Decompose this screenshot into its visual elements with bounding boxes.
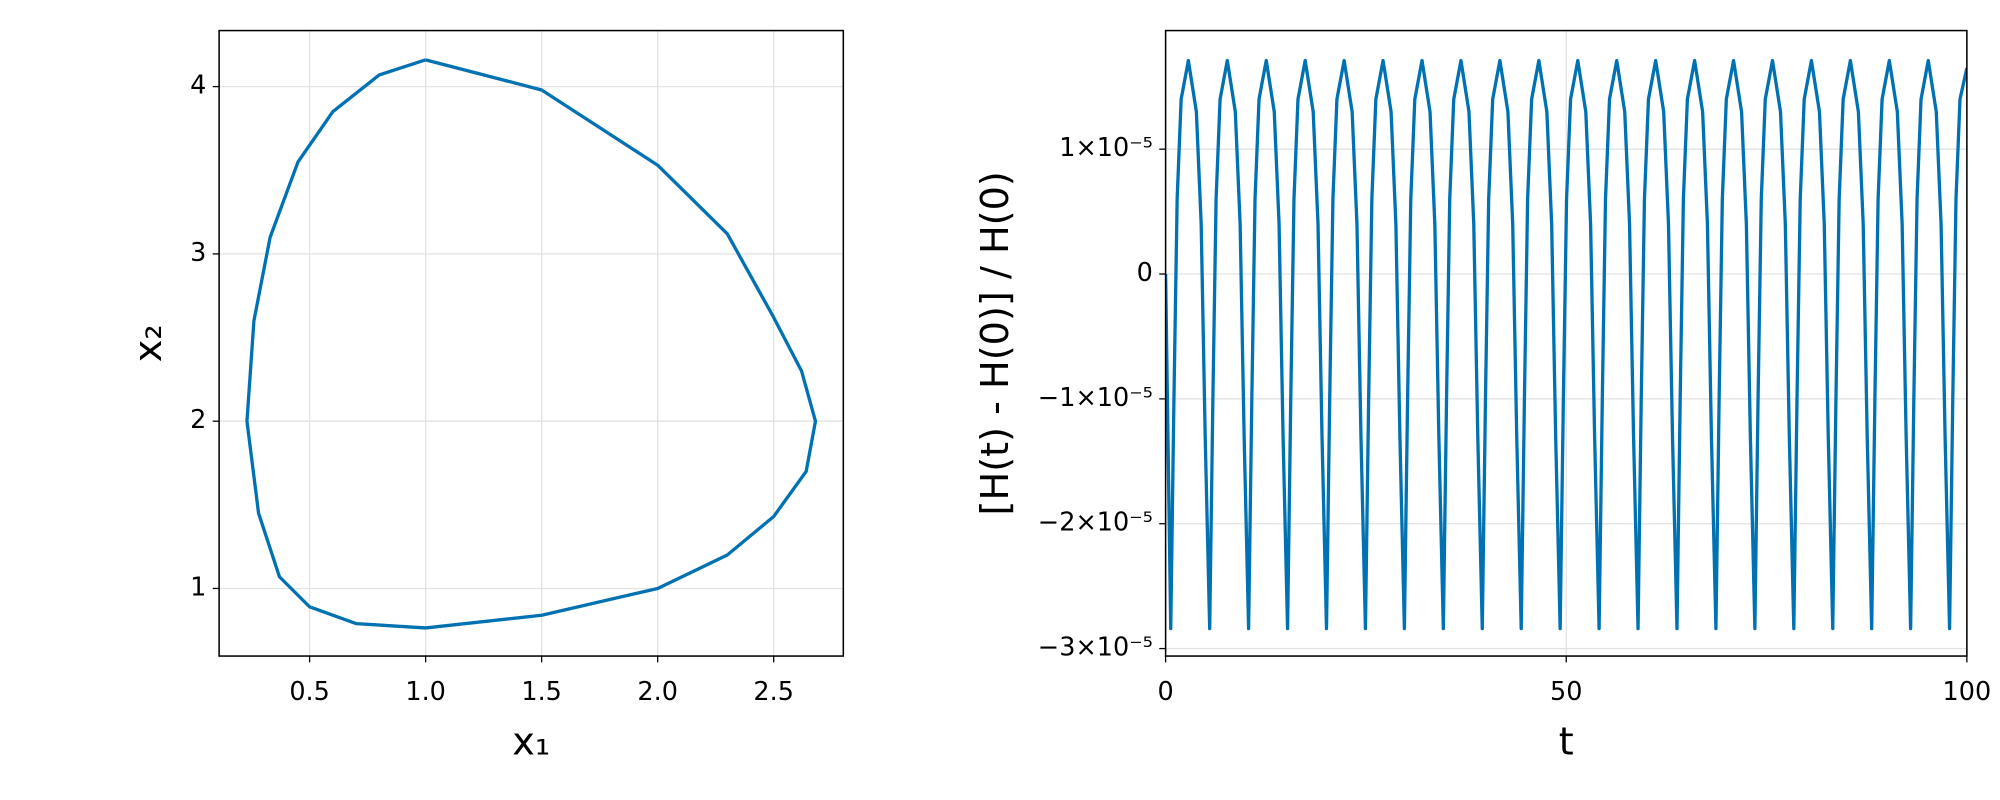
x-tick-label: 0.5 bbox=[289, 677, 330, 707]
x-axis-label: x₁ bbox=[512, 720, 550, 764]
x-tick-label: 0 bbox=[1157, 677, 1173, 707]
x-tick-label: 100 bbox=[1943, 677, 1992, 707]
y-tick-label: 4 bbox=[190, 71, 206, 101]
x-tick-label: 2.0 bbox=[637, 677, 678, 707]
data-line bbox=[245, 58, 818, 630]
y-tick-label: 2 bbox=[190, 405, 206, 435]
x-axis-label: t bbox=[1559, 720, 1574, 764]
x-tick-label: 1.5 bbox=[521, 677, 562, 707]
x-tick-label: 2.5 bbox=[753, 677, 794, 707]
y-tick-label: 3 bbox=[190, 238, 206, 268]
plot-frame bbox=[1164, 29, 1968, 657]
data-line bbox=[1165, 58, 1967, 631]
y-tick-label: 0 bbox=[1137, 258, 1153, 288]
y-tick-label: 1×10⁻⁵ bbox=[1059, 133, 1153, 163]
y-axis-label: [H(t) - H(0)] / H(0) bbox=[974, 171, 1018, 515]
x-tick-label: 1.0 bbox=[405, 677, 446, 707]
y-tick-label: −2×10⁻⁵ bbox=[1038, 508, 1153, 538]
y-tick-label: −3×10⁻⁵ bbox=[1038, 633, 1153, 663]
y-tick-label: 1 bbox=[190, 572, 206, 602]
y-tick-label: −1×10⁻⁵ bbox=[1038, 383, 1153, 413]
y-axis-label: x₂ bbox=[127, 324, 171, 362]
plot-frame bbox=[218, 29, 845, 657]
x-tick-label: 50 bbox=[1550, 677, 1582, 707]
